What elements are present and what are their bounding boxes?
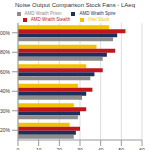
html-text:AMD Wraith Stealth: AMD Wraith Stealth bbox=[30, 17, 71, 22]
html-text:Intel Stock: Intel Stock bbox=[88, 17, 110, 22]
svg-text:100%: 100% bbox=[8, 30, 11, 36]
html-text:Noise Output Comparison Stock: Noise Output Comparison Stock Fans - LAe… bbox=[15, 2, 135, 8]
svg-text:0: 0 bbox=[17, 147, 20, 150]
svg-text:60: 60 bbox=[139, 147, 142, 150]
svg-text:20%: 20% bbox=[8, 127, 11, 133]
svg-text:80%: 80% bbox=[8, 49, 11, 55]
svg-text:60%: 60% bbox=[8, 69, 11, 75]
svg-text:40%: 40% bbox=[8, 88, 11, 94]
html-text:AMD Wraith Prism: AMD Wraith Prism bbox=[24, 11, 62, 16]
svg-text:30: 30 bbox=[77, 147, 83, 150]
svg-text:50: 50 bbox=[119, 147, 125, 150]
svg-text:40: 40 bbox=[98, 147, 104, 150]
svg-text:30%: 30% bbox=[8, 108, 11, 114]
svg-text:10: 10 bbox=[36, 147, 42, 150]
html-text:AMD Wraith Spire: AMD Wraith Spire bbox=[79, 11, 116, 16]
svg-text:20: 20 bbox=[57, 147, 63, 150]
